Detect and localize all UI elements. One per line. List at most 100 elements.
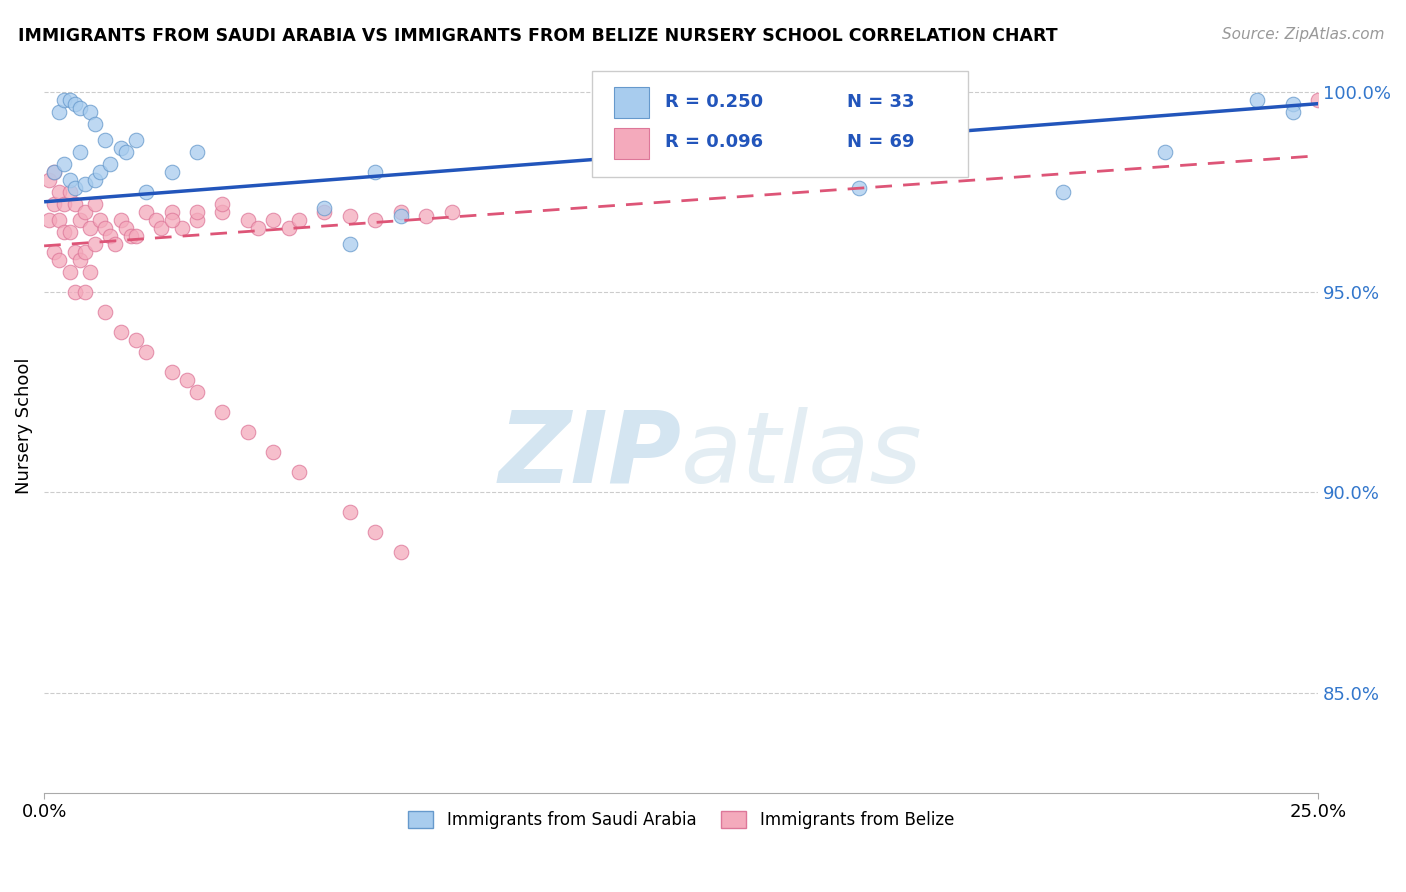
Point	[73, 285, 96, 299]
Point	[120, 228, 142, 243]
Point	[186, 385, 208, 400]
Point	[73, 244, 96, 259]
Point	[73, 204, 96, 219]
Point	[125, 228, 148, 243]
Text: Source: ZipAtlas.com: Source: ZipAtlas.com	[1222, 27, 1385, 42]
Point	[84, 173, 107, 187]
Point	[160, 212, 183, 227]
Point	[98, 228, 121, 243]
Point	[170, 220, 193, 235]
Point	[89, 165, 111, 179]
Point	[38, 173, 60, 187]
Point	[73, 177, 96, 191]
Point	[63, 244, 86, 259]
Point	[262, 445, 284, 459]
Point	[114, 220, 136, 235]
Point	[236, 425, 259, 439]
Text: N = 33: N = 33	[846, 93, 914, 112]
Point	[125, 133, 148, 147]
Point	[1281, 104, 1303, 119]
Point	[44, 165, 66, 179]
Point	[339, 209, 361, 223]
Bar	[613, 87, 650, 119]
Point	[63, 96, 86, 111]
Text: R = 0.096: R = 0.096	[665, 134, 762, 152]
Point	[262, 212, 284, 227]
Point	[53, 225, 76, 239]
Point	[38, 212, 60, 227]
Bar	[613, 128, 650, 159]
Point	[364, 212, 387, 227]
Point	[288, 212, 311, 227]
Point	[186, 145, 208, 159]
Point	[94, 220, 117, 235]
Point	[236, 212, 259, 227]
Point	[53, 93, 76, 107]
Point	[84, 117, 107, 131]
Point	[364, 525, 387, 540]
Point	[79, 104, 101, 119]
Point	[1246, 93, 1268, 107]
Point	[79, 220, 101, 235]
Point	[48, 212, 70, 227]
FancyBboxPatch shape	[592, 70, 967, 177]
Point	[94, 133, 117, 147]
Point	[125, 333, 148, 347]
Point	[186, 204, 208, 219]
Point	[314, 204, 336, 219]
Point	[110, 212, 132, 227]
Point	[1281, 96, 1303, 111]
Point	[104, 236, 127, 251]
Point	[277, 220, 299, 235]
Point	[44, 196, 66, 211]
Point	[135, 204, 157, 219]
Point	[211, 405, 233, 419]
Point	[69, 252, 91, 267]
Point	[135, 345, 157, 359]
Text: IMMIGRANTS FROM SAUDI ARABIA VS IMMIGRANTS FROM BELIZE NURSERY SCHOOL CORRELATIO: IMMIGRANTS FROM SAUDI ARABIA VS IMMIGRAN…	[18, 27, 1057, 45]
Text: atlas: atlas	[681, 407, 922, 504]
Point	[247, 220, 270, 235]
Point	[79, 265, 101, 279]
Point	[84, 196, 107, 211]
Point	[145, 212, 167, 227]
Point	[389, 204, 412, 219]
Point	[53, 157, 76, 171]
Point	[848, 181, 870, 195]
Point	[48, 104, 70, 119]
Point	[63, 181, 86, 195]
Point	[135, 185, 157, 199]
Point	[63, 196, 86, 211]
Point	[63, 285, 86, 299]
Point	[1308, 93, 1330, 107]
Point	[160, 365, 183, 379]
Point	[150, 220, 173, 235]
Text: N = 69: N = 69	[846, 134, 914, 152]
Point	[58, 185, 80, 199]
Point	[84, 236, 107, 251]
Point	[110, 325, 132, 339]
Point	[98, 157, 121, 171]
Point	[58, 173, 80, 187]
Point	[48, 185, 70, 199]
Point	[69, 212, 91, 227]
Point	[1154, 145, 1177, 159]
Text: R = 0.250: R = 0.250	[665, 93, 762, 112]
Point	[160, 165, 183, 179]
Point	[114, 145, 136, 159]
Point	[58, 93, 80, 107]
Y-axis label: Nursery School: Nursery School	[15, 358, 32, 494]
Point	[211, 196, 233, 211]
Point	[69, 101, 91, 115]
Point	[339, 236, 361, 251]
Point	[440, 204, 463, 219]
Point	[44, 244, 66, 259]
Point	[94, 305, 117, 319]
Point	[58, 225, 80, 239]
Point	[89, 212, 111, 227]
Point	[389, 545, 412, 559]
Point	[58, 265, 80, 279]
Point	[53, 196, 76, 211]
Point	[110, 141, 132, 155]
Point	[364, 165, 387, 179]
